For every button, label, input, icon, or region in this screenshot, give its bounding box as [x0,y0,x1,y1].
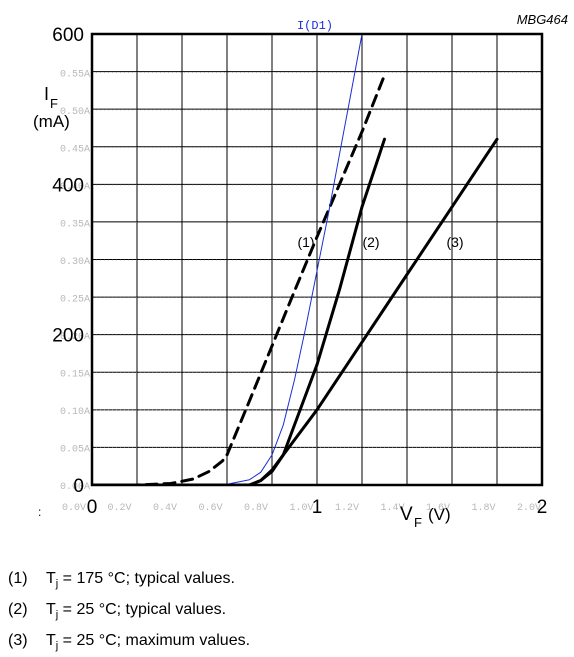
legend: (1) Tj = 175 °C; typical values. (2) Tj = … [8,564,250,657]
legend-item: (3) Tj = 25 °C; maximum values. [8,626,250,657]
sim-y-tick-label: 0.30A [60,257,90,268]
curve-label-1: (1) [297,234,314,250]
y-tick-label: 200 [52,326,84,347]
legend-number: (3) [8,632,28,649]
legend-item: (2) Tj = 25 °C; typical values. [8,595,250,626]
sim-x-tick-label: 0.4V [153,503,177,514]
curve-label-3: (3) [446,234,463,250]
legend-number: (2) [8,601,28,618]
x-axis-unit: (V) [428,505,451,524]
sim-y-tick-label: 0.20A [60,332,90,343]
sim-y-tick-label: 0.50A [60,107,90,118]
x-tick-label: 0 [87,497,98,518]
simulation-trace-label: I(D1) [297,19,333,33]
sim-y-tick-label: 0.10A [60,407,90,418]
y-tick-label: 600 [52,25,84,46]
legend-number: (1) [8,570,28,587]
sim-x-tick-label: 1.8V [471,503,495,514]
sim-x-tick-label: 0.2V [107,503,131,514]
legend-subscript: j [55,640,59,652]
y-axis-unit: (mA) [33,112,70,131]
sim-y-tick-label: 0.15A [60,370,90,381]
sim-y-tick-label: 0.45A [60,145,90,156]
legend-text: = 25 °C; typical values. [58,601,227,618]
x-tick-label: 1 [312,497,323,518]
sim-x-tick-label: 0.8V [244,503,268,514]
svg-text::: : [38,505,41,519]
legend-item: (1) Tj = 175 °C; typical values. [8,564,250,595]
sim-y-tick-label: 0.55A [60,70,90,81]
y-tick-label: 0 [73,476,84,497]
axis-tick-labels: 0 200 400 600 0 1 2 [52,25,547,518]
sim-y-tick-label: 0.05A [60,445,90,456]
sim-y-tick-label: 0.25A [60,295,90,306]
forward-current-chart: 0.00A 0.05A 0.10A 0.15A 0.20A 0.25A 0.30A 0.35A… [33,12,568,530]
series-line-4 [92,34,363,485]
legend-symbol: T [46,570,56,587]
figure-id-label: MBG464 [517,12,568,27]
legend-subscript: j [55,578,59,590]
sim-x-tick-label: 0.6V [198,503,222,514]
series-line-2 [92,137,386,485]
sim-y-tick-label: 0.00A [60,482,90,493]
legend-symbol: T [46,632,56,649]
plot-area [92,34,499,485]
sim-x-tick-label: 2.0V [517,503,541,514]
legend-text: = 25 °C; maximum values. [58,632,251,649]
legend-text: = 175 °C; typical values. [58,570,235,587]
series-line-3 [92,137,499,485]
sim-x-tick-label: 1.6V [426,503,450,514]
x-axis-title: V [400,504,413,525]
curve-label-2: (2) [362,234,379,250]
x-tick-label: 2 [537,497,548,518]
y-axis-title-subscript: F [50,96,58,111]
sim-x-tick-label: 1.2V [335,503,359,514]
sim-y-tick-label: 0.35A [60,220,90,231]
plot-frame [90,32,544,487]
sim-x-tick-label: 0.0V [62,503,86,514]
legend-symbol: T [46,601,56,618]
sim-x-tick-label: 1.0V [289,503,313,514]
chart-grid [92,34,542,485]
y-axis-title: I [44,84,49,104]
sim-x-tick-label: 1.4V [380,503,404,514]
series-line-1 [92,73,386,485]
x-axis-title-subscript: F [414,515,422,530]
simulator-tick-labels: 0.00A 0.05A 0.10A 0.15A 0.20A 0.25A 0.30A 0.35A… [60,70,541,515]
legend-subscript: j [55,609,59,621]
sim-y-tick-label: 0.40A [60,182,90,193]
y-tick-label: 400 [52,175,84,196]
